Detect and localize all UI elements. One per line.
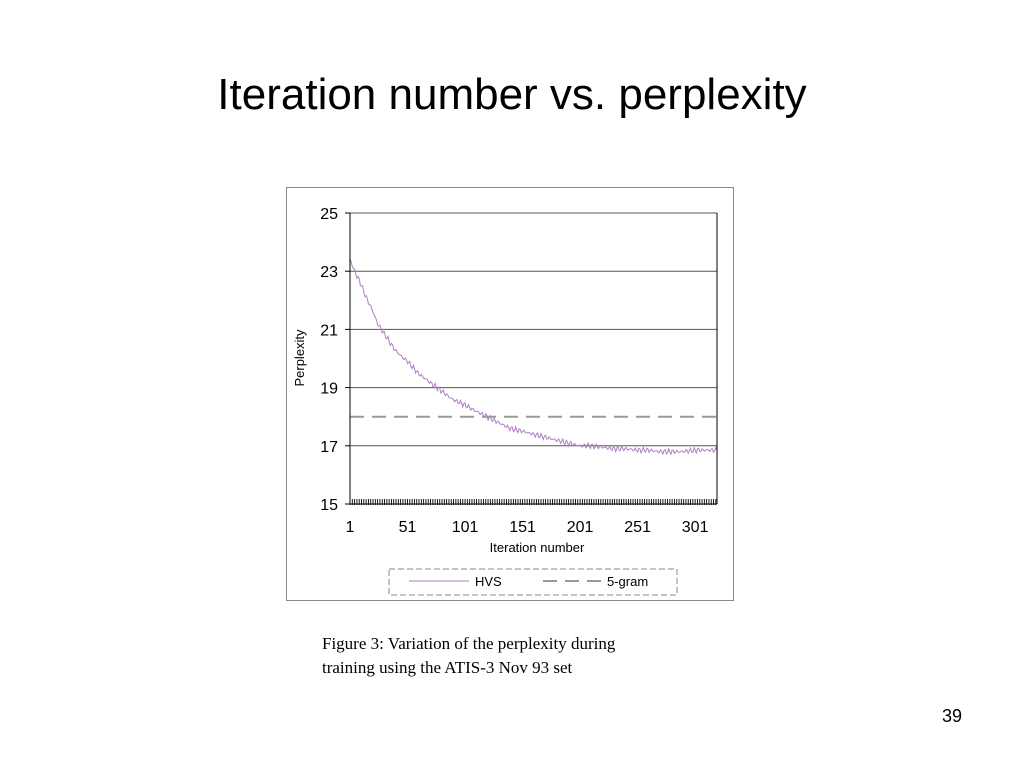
y-tick-label: 23 — [320, 264, 338, 281]
legend-box — [388, 568, 678, 596]
y-tick-label: 21 — [320, 322, 338, 339]
figure-caption: Figure 3: Variation of the perplexity du… — [322, 632, 722, 680]
figure-frame: 15 17 19 21 23 25 1 51 101 151 201 251 301 Perplexi… — [286, 187, 734, 601]
x-tick-label: 251 — [624, 519, 651, 536]
page-number: 39 — [941, 706, 962, 726]
y-tick-label: 17 — [320, 439, 338, 456]
legend-label-5-gram: 5-gram — [607, 574, 648, 589]
x-tick-label: 101 — [452, 519, 479, 536]
y-tick-label: 25 — [320, 206, 338, 223]
y-axis-label: Perplexity — [292, 329, 307, 387]
caption-line-2: training using the ATIS-3 Nov 93 set — [322, 658, 573, 677]
x-axis-label: Iteration number — [490, 540, 585, 555]
legend: HVS 5-gram — [388, 568, 678, 596]
y-tick-label: 15 — [320, 497, 338, 514]
x-tick-label: 51 — [399, 519, 417, 536]
x-tick-label: 151 — [509, 519, 536, 536]
x-axis-ticks: 1 51 101 151 201 251 301 — [346, 519, 709, 536]
legend-label-hvs: HVS — [475, 574, 502, 589]
y-axis-ticks: 15 17 19 21 23 25 — [320, 206, 350, 514]
x-tick-label: 301 — [682, 519, 709, 536]
x-tick-label: 201 — [567, 519, 594, 536]
slide-title: Iteration number vs. perplexity — [217, 70, 807, 119]
series-line-hvs — [349, 258, 718, 456]
x-tick-label: 1 — [346, 519, 355, 536]
caption-line-1: Figure 3: Variation of the perplexity du… — [322, 634, 616, 653]
series-layer — [349, 258, 718, 456]
y-tick-label: 19 — [320, 381, 338, 398]
